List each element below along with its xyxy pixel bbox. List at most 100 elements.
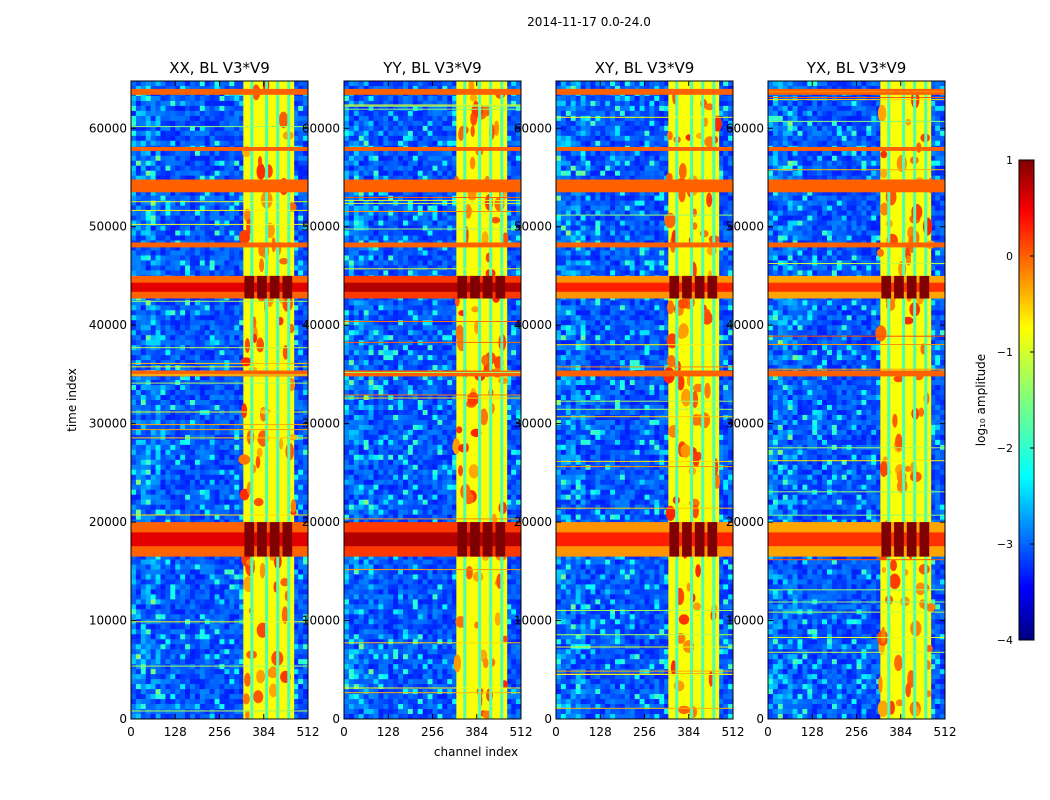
noise-cell [303, 604, 308, 610]
noise-cell [194, 579, 201, 585]
rfi-core [131, 282, 308, 292]
noise-cell [150, 190, 156, 197]
noise-cell [298, 105, 304, 112]
noise-cell [199, 674, 206, 680]
noise-cell [229, 639, 235, 645]
noise-cell [194, 170, 201, 177]
noise-cell [224, 335, 230, 341]
noise-cell [155, 220, 161, 226]
noise-cell [303, 584, 308, 590]
noise-cell [204, 395, 211, 401]
noise-cell [185, 469, 191, 476]
noise-cell [160, 499, 166, 506]
noise-cell [165, 260, 171, 266]
noise-cell [175, 340, 181, 346]
noise-cell [224, 355, 230, 361]
noise-cell [175, 195, 181, 202]
noise-cell [180, 330, 186, 336]
noise-cell [239, 320, 245, 326]
noise-cell [303, 659, 308, 665]
noise-cell [209, 325, 215, 331]
noise-cell [224, 679, 230, 685]
noise-cell [145, 474, 152, 481]
noise-cell [204, 664, 211, 670]
noise-cell [194, 564, 201, 570]
noise-cell [185, 679, 191, 685]
noise-cell [219, 624, 225, 630]
noise-cell [135, 659, 142, 665]
noise-cell [150, 225, 156, 231]
noise-cell [298, 474, 304, 481]
noise-cell [185, 699, 191, 705]
noise-cell [135, 170, 142, 177]
noise-cell [190, 300, 196, 306]
noise-cell [140, 589, 147, 595]
noise-cell [224, 614, 230, 620]
noise-cell [135, 165, 142, 172]
noise-cell [234, 315, 240, 321]
noise-cell [303, 115, 308, 122]
noise-cell [214, 120, 220, 127]
noise-cell [229, 325, 235, 331]
noise-cell [229, 320, 235, 326]
noise-cell [199, 449, 206, 456]
noise-cell [298, 140, 304, 147]
noise-cell [145, 360, 152, 366]
noise-cell [194, 679, 201, 685]
band-blob [253, 690, 264, 704]
noise-cell [135, 429, 142, 436]
noise-cell [140, 684, 147, 690]
noise-cell [229, 654, 235, 660]
noise-cell [388, 81, 394, 87]
noise-cell [358, 85, 365, 92]
noise-cell [140, 230, 147, 236]
noise-cell [165, 390, 171, 396]
noise-cell [194, 325, 201, 331]
noise-cell [229, 609, 235, 615]
noise-cell [175, 449, 181, 456]
noise-cell [403, 81, 409, 87]
noise-cell [150, 395, 156, 401]
noise-cell [140, 220, 147, 226]
noise-cell [131, 215, 137, 221]
noise-cell [145, 584, 152, 590]
noise-cell [131, 85, 137, 92]
noise-cell [190, 684, 196, 690]
noise-cell [165, 215, 171, 221]
noise-cell [298, 494, 304, 501]
noise-cell [219, 125, 225, 132]
noise-cell [229, 110, 235, 117]
noise-cell [131, 614, 137, 620]
noise-cell [165, 459, 171, 466]
noise-cell [170, 569, 176, 575]
noise-cell [234, 385, 240, 391]
noise-cell [150, 390, 156, 396]
noise-cell [214, 594, 220, 600]
noise-cell [175, 260, 181, 266]
noise-cell [214, 225, 220, 231]
noise-cell [239, 464, 245, 471]
noise-cell [293, 429, 299, 436]
noise-cell [140, 469, 147, 476]
noise-cell [190, 454, 196, 461]
noise-cell [204, 584, 211, 590]
noise-cell [145, 449, 152, 456]
noise-cell [194, 100, 201, 107]
noise-cell [165, 170, 171, 177]
noise-cell [442, 105, 448, 112]
noise-cell [145, 320, 152, 326]
noise-cell [140, 355, 147, 361]
noise-cell [293, 629, 299, 635]
noise-cell [160, 419, 166, 426]
noise-cell [190, 704, 196, 710]
noise-cell [199, 235, 206, 241]
noise-cell [298, 350, 304, 356]
noise-cell [145, 300, 152, 306]
noise-cell [175, 140, 181, 147]
noise-cell [214, 574, 220, 580]
noise-cell [140, 714, 147, 719]
noise-cell [185, 424, 191, 431]
noise-cell [516, 100, 521, 107]
noise-cell [293, 85, 299, 92]
noise-cell [185, 484, 191, 491]
